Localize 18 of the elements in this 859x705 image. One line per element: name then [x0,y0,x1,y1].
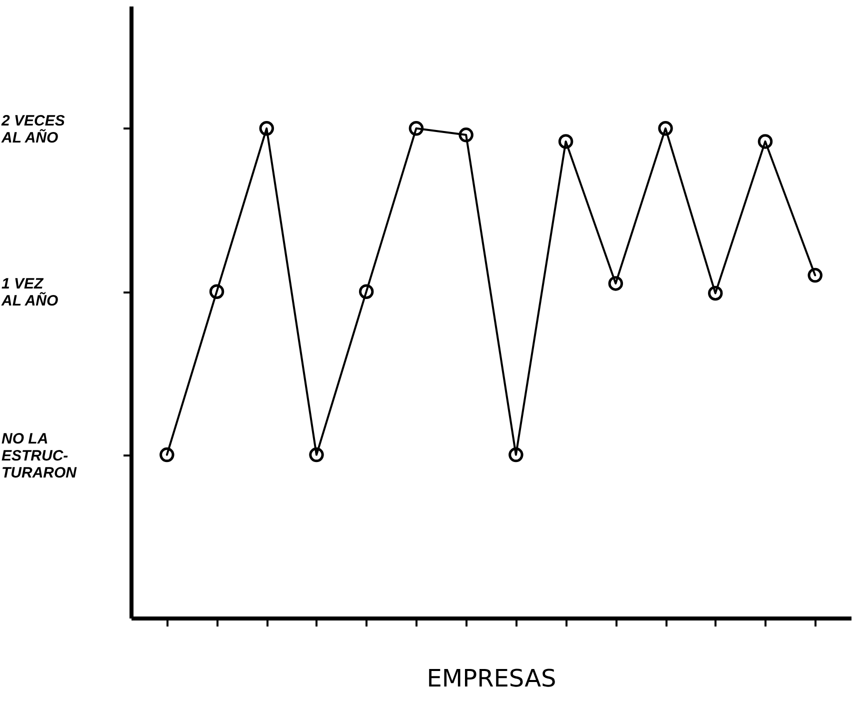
point [608,276,624,291]
point [808,268,822,283]
y-tick-label: 1 VEZ AL AÑO [0,276,58,310]
point [309,447,324,462]
point [458,128,474,142]
point [558,134,574,149]
point [259,121,274,136]
y-tick-label: 2 VECES AL AÑO [0,112,65,146]
point [209,284,224,299]
point [358,284,374,299]
point [708,286,723,301]
point [758,134,773,149]
y-tick-label: NO LA ESTRUC- TURARON [2,430,78,482]
x-axis-title: EMPRESAS [426,664,556,692]
point [658,121,673,136]
point [408,121,424,136]
point [508,447,524,462]
point [160,447,174,462]
